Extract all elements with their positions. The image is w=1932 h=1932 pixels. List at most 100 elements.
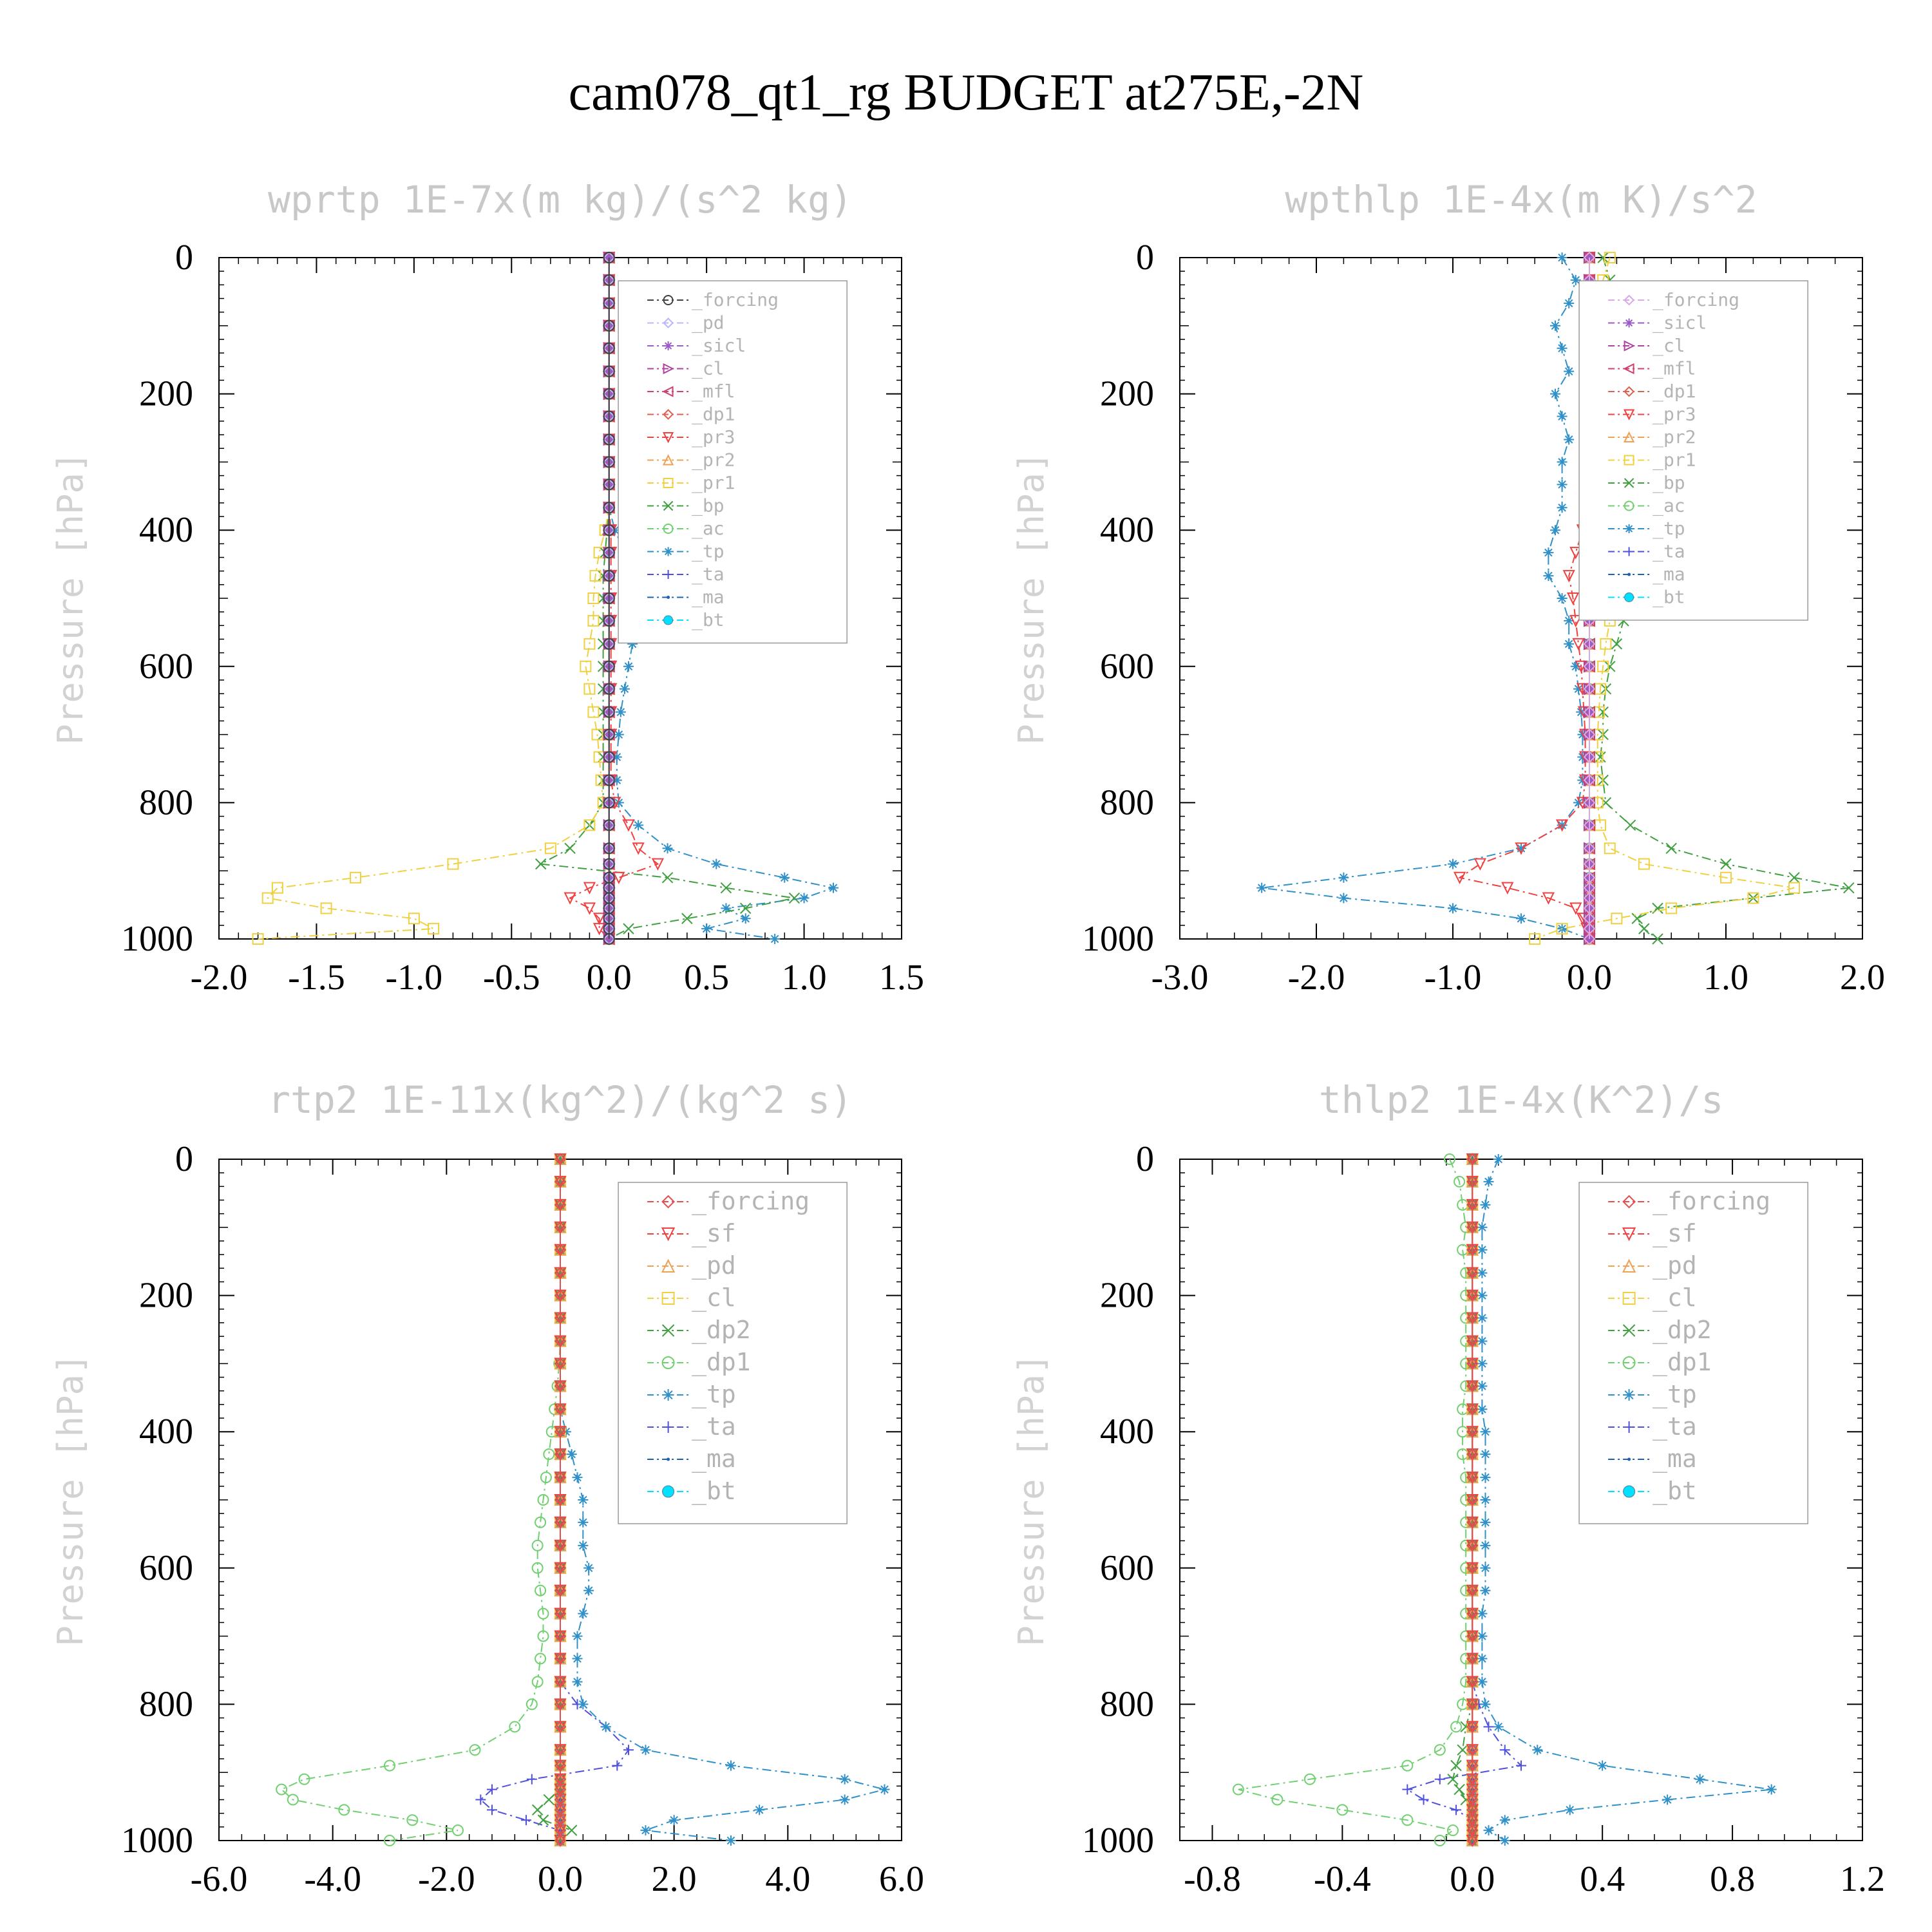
series-line — [280, 1159, 561, 1841]
data-point — [1477, 1244, 1488, 1255]
data-point — [554, 1244, 567, 1256]
data-point — [1466, 1403, 1479, 1416]
legend-label: _tp — [692, 1380, 736, 1409]
legend-label: _bt — [692, 609, 724, 631]
data-point — [554, 1379, 567, 1392]
data-point — [1232, 1783, 1244, 1795]
data-point — [554, 1267, 567, 1280]
data-point — [1466, 1244, 1479, 1256]
y-tick-label: 400 — [139, 1412, 193, 1452]
data-point — [603, 547, 615, 559]
data-point — [1477, 1312, 1488, 1323]
data-point — [611, 775, 622, 786]
data-point — [1466, 1834, 1479, 1847]
x-tick-label: 6.0 — [879, 1859, 924, 1899]
data-point — [452, 1824, 464, 1837]
data-point — [447, 858, 459, 870]
legend-marker — [1627, 573, 1631, 576]
data-point — [1583, 842, 1596, 855]
legend-marker — [661, 1258, 676, 1273]
data-point — [554, 1698, 567, 1710]
legend-marker — [662, 1485, 675, 1498]
legend-marker — [1623, 409, 1635, 421]
legend-label: _dp2 — [692, 1316, 751, 1345]
panel-title: wprtp 1E-7x(m kg)/(s^2 kg) — [268, 178, 853, 222]
data-point — [1477, 1381, 1488, 1392]
y-tick-label: 200 — [139, 374, 193, 414]
legend-label: _ma — [1653, 564, 1685, 585]
x-tick-label: -3.0 — [1151, 958, 1209, 998]
legend-label: _ma — [692, 587, 724, 609]
data-point — [603, 842, 615, 855]
legend-label: _ta — [1653, 1412, 1697, 1441]
data-point — [603, 319, 615, 332]
data-point — [554, 1584, 567, 1597]
legend-marker — [1622, 1292, 1636, 1305]
data-point — [1466, 1698, 1479, 1710]
legend-label: _ac — [692, 518, 724, 540]
data-point — [1466, 1448, 1479, 1461]
data-point — [578, 1517, 589, 1528]
legend-label: _forcing — [692, 1187, 810, 1216]
data-point — [1480, 1495, 1491, 1505]
data-point — [640, 1825, 651, 1836]
series-dp2 — [1447, 1153, 1478, 1846]
y-tick-label: 1000 — [121, 919, 193, 959]
series-line — [1458, 258, 1590, 940]
legend-label: _dp1 — [1653, 1348, 1712, 1377]
legend-label: _bt — [692, 1477, 736, 1506]
series-line — [1238, 1159, 1467, 1841]
series-forcing — [1466, 1153, 1479, 1847]
data-point — [487, 1784, 497, 1795]
legend-marker — [663, 547, 673, 556]
data-point — [572, 1653, 583, 1664]
y-tick-label: 1000 — [1082, 1821, 1154, 1861]
y-tick-label: 400 — [1100, 510, 1154, 550]
data-point — [535, 1653, 547, 1665]
data-point — [554, 1676, 567, 1688]
legend-label: _forcing — [1653, 1187, 1770, 1216]
legend: _forcing_pd_sicl_cl_mfl_dp1_pr3_pr2_pr1_… — [618, 280, 848, 644]
data-point — [839, 1794, 850, 1805]
data-point — [1477, 1676, 1488, 1687]
x-tick-label: 2.0 — [1840, 958, 1885, 998]
data-point — [1480, 1426, 1491, 1437]
data-point — [1499, 1835, 1510, 1846]
data-point — [1480, 1699, 1491, 1710]
series-line — [608, 258, 836, 940]
data-point — [1550, 320, 1560, 331]
data-point — [1480, 1199, 1491, 1210]
data-point — [799, 893, 810, 904]
y-tick-label: 1000 — [121, 1821, 193, 1861]
data-point — [1460, 1794, 1472, 1806]
legend-label: _forcing — [692, 289, 779, 311]
data-point — [603, 751, 615, 763]
data-point — [1638, 858, 1650, 870]
x-tick-label: -0.5 — [483, 958, 540, 998]
x-tick-label: -1.5 — [288, 958, 345, 998]
data-point — [613, 729, 624, 740]
y-axis-label: Pressure [hPa] — [1011, 451, 1052, 744]
data-point — [1466, 1357, 1479, 1370]
y-tick-label: 1000 — [1082, 919, 1154, 959]
data-point — [603, 365, 615, 377]
data-point — [554, 1607, 567, 1620]
data-point — [1480, 1449, 1491, 1460]
data-point — [1466, 1493, 1479, 1506]
legend-label: _ta — [692, 1412, 736, 1441]
data-point — [554, 1221, 567, 1234]
y-axis-label: Pressure [hPa] — [50, 1353, 91, 1646]
series-tp — [1256, 252, 1595, 944]
legend-label: _tp — [692, 541, 724, 563]
y-tick-label: 200 — [139, 1276, 193, 1316]
data-point — [1402, 1784, 1413, 1795]
data-point — [592, 913, 606, 925]
data-point — [1466, 1335, 1479, 1347]
data-point — [640, 1745, 651, 1756]
data-point — [350, 871, 361, 884]
data-point — [613, 797, 624, 808]
data-point — [428, 923, 440, 935]
data-point — [1460, 1516, 1472, 1528]
data-point — [509, 1721, 521, 1733]
legend-label: _dp1 — [692, 404, 735, 426]
